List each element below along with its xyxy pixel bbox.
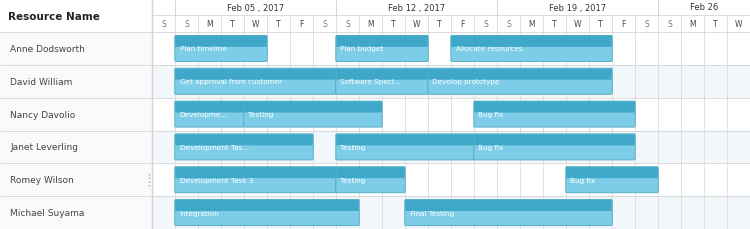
Bar [152, 131, 750, 164]
Bar [152, 98, 750, 131]
Text: M: M [206, 20, 213, 29]
FancyBboxPatch shape [427, 69, 612, 95]
Text: T: T [713, 20, 718, 29]
FancyBboxPatch shape [176, 102, 244, 113]
Text: T: T [392, 20, 396, 29]
FancyBboxPatch shape [336, 37, 427, 48]
FancyBboxPatch shape [175, 167, 336, 193]
Text: Feb 12 , 2017: Feb 12 , 2017 [388, 3, 445, 12]
Text: S: S [506, 20, 511, 29]
Text: Feb 19 , 2017: Feb 19 , 2017 [549, 3, 606, 12]
FancyBboxPatch shape [405, 200, 612, 211]
Bar [152, 65, 750, 98]
Text: Plan budget: Plan budget [340, 46, 384, 52]
Text: Romey Wilson: Romey Wilson [10, 175, 74, 184]
Text: M: M [368, 20, 374, 29]
FancyBboxPatch shape [336, 135, 474, 146]
Text: T: T [598, 20, 603, 29]
FancyBboxPatch shape [336, 36, 428, 62]
Text: S: S [483, 20, 488, 29]
FancyBboxPatch shape [176, 69, 336, 80]
FancyBboxPatch shape [336, 134, 474, 160]
Text: F: F [299, 20, 304, 29]
Text: F: F [621, 20, 626, 29]
Text: S: S [322, 20, 327, 29]
FancyBboxPatch shape [176, 167, 336, 178]
FancyBboxPatch shape [566, 167, 658, 193]
Text: T: T [230, 20, 235, 29]
Text: Bug fix: Bug fix [478, 144, 504, 150]
FancyBboxPatch shape [474, 135, 634, 146]
Text: Feb 05 , 2017: Feb 05 , 2017 [227, 3, 284, 12]
FancyBboxPatch shape [176, 135, 313, 146]
Text: S: S [345, 20, 350, 29]
Text: Bug fix: Bug fix [478, 112, 504, 117]
Text: Testing: Testing [340, 177, 366, 183]
Text: Develop prototype: Develop prototype [433, 79, 500, 85]
Text: Bug fix: Bug fix [571, 177, 596, 183]
Bar [152, 196, 750, 229]
Text: Janet Leverling: Janet Leverling [10, 143, 78, 152]
FancyBboxPatch shape [336, 69, 427, 80]
Text: Feb 26: Feb 26 [690, 3, 718, 12]
FancyBboxPatch shape [244, 102, 382, 128]
Text: Resource Name: Resource Name [8, 11, 100, 21]
Text: Development Task 3: Development Task 3 [179, 177, 253, 183]
Text: W: W [252, 20, 260, 29]
FancyBboxPatch shape [175, 134, 314, 160]
FancyBboxPatch shape [244, 102, 382, 113]
FancyBboxPatch shape [336, 167, 405, 193]
Text: W: W [413, 20, 420, 29]
FancyBboxPatch shape [428, 69, 612, 80]
FancyBboxPatch shape [336, 167, 405, 178]
FancyBboxPatch shape [175, 200, 359, 226]
FancyBboxPatch shape [474, 134, 635, 160]
Text: T: T [552, 20, 556, 29]
Text: S: S [184, 20, 189, 29]
Text: M: M [689, 20, 696, 29]
Text: S: S [644, 20, 649, 29]
Text: S: S [668, 20, 672, 29]
Text: Testing: Testing [248, 112, 274, 117]
Text: W: W [574, 20, 581, 29]
Text: F: F [460, 20, 465, 29]
Bar [152, 164, 750, 196]
Text: T: T [437, 20, 442, 29]
Text: M: M [528, 20, 535, 29]
FancyBboxPatch shape [452, 37, 612, 48]
FancyBboxPatch shape [474, 102, 635, 128]
FancyBboxPatch shape [175, 102, 244, 128]
FancyBboxPatch shape [336, 69, 428, 95]
Text: Development Tas...: Development Tas... [179, 144, 248, 150]
Text: S: S [161, 20, 166, 29]
FancyBboxPatch shape [451, 36, 612, 62]
Text: W: W [735, 20, 742, 29]
Bar [152, 33, 750, 65]
Text: Anne Dodsworth: Anne Dodsworth [10, 45, 85, 54]
Text: Final Testing: Final Testing [410, 210, 454, 216]
Text: Allocate resources: Allocate resources [455, 46, 522, 52]
FancyBboxPatch shape [405, 200, 612, 226]
Bar [0, 0, 152, 229]
FancyBboxPatch shape [566, 167, 658, 178]
FancyBboxPatch shape [176, 200, 358, 211]
Text: David William: David William [10, 77, 72, 86]
Bar [0, 0, 750, 33]
FancyBboxPatch shape [175, 36, 267, 62]
FancyBboxPatch shape [474, 102, 634, 113]
Text: Nancy Davolio: Nancy Davolio [10, 110, 75, 119]
Text: T: T [276, 20, 280, 29]
Text: Michael Suyama: Michael Suyama [10, 208, 84, 217]
Text: Get approval from customer: Get approval from customer [179, 79, 282, 85]
FancyBboxPatch shape [176, 37, 267, 48]
Text: Testing: Testing [340, 144, 366, 150]
Text: Plan timeline: Plan timeline [179, 46, 226, 52]
Text: Software Speci...: Software Speci... [340, 79, 401, 85]
Text: Developme...: Developme... [179, 112, 228, 117]
FancyBboxPatch shape [175, 69, 336, 95]
Text: Integration: Integration [179, 210, 219, 216]
